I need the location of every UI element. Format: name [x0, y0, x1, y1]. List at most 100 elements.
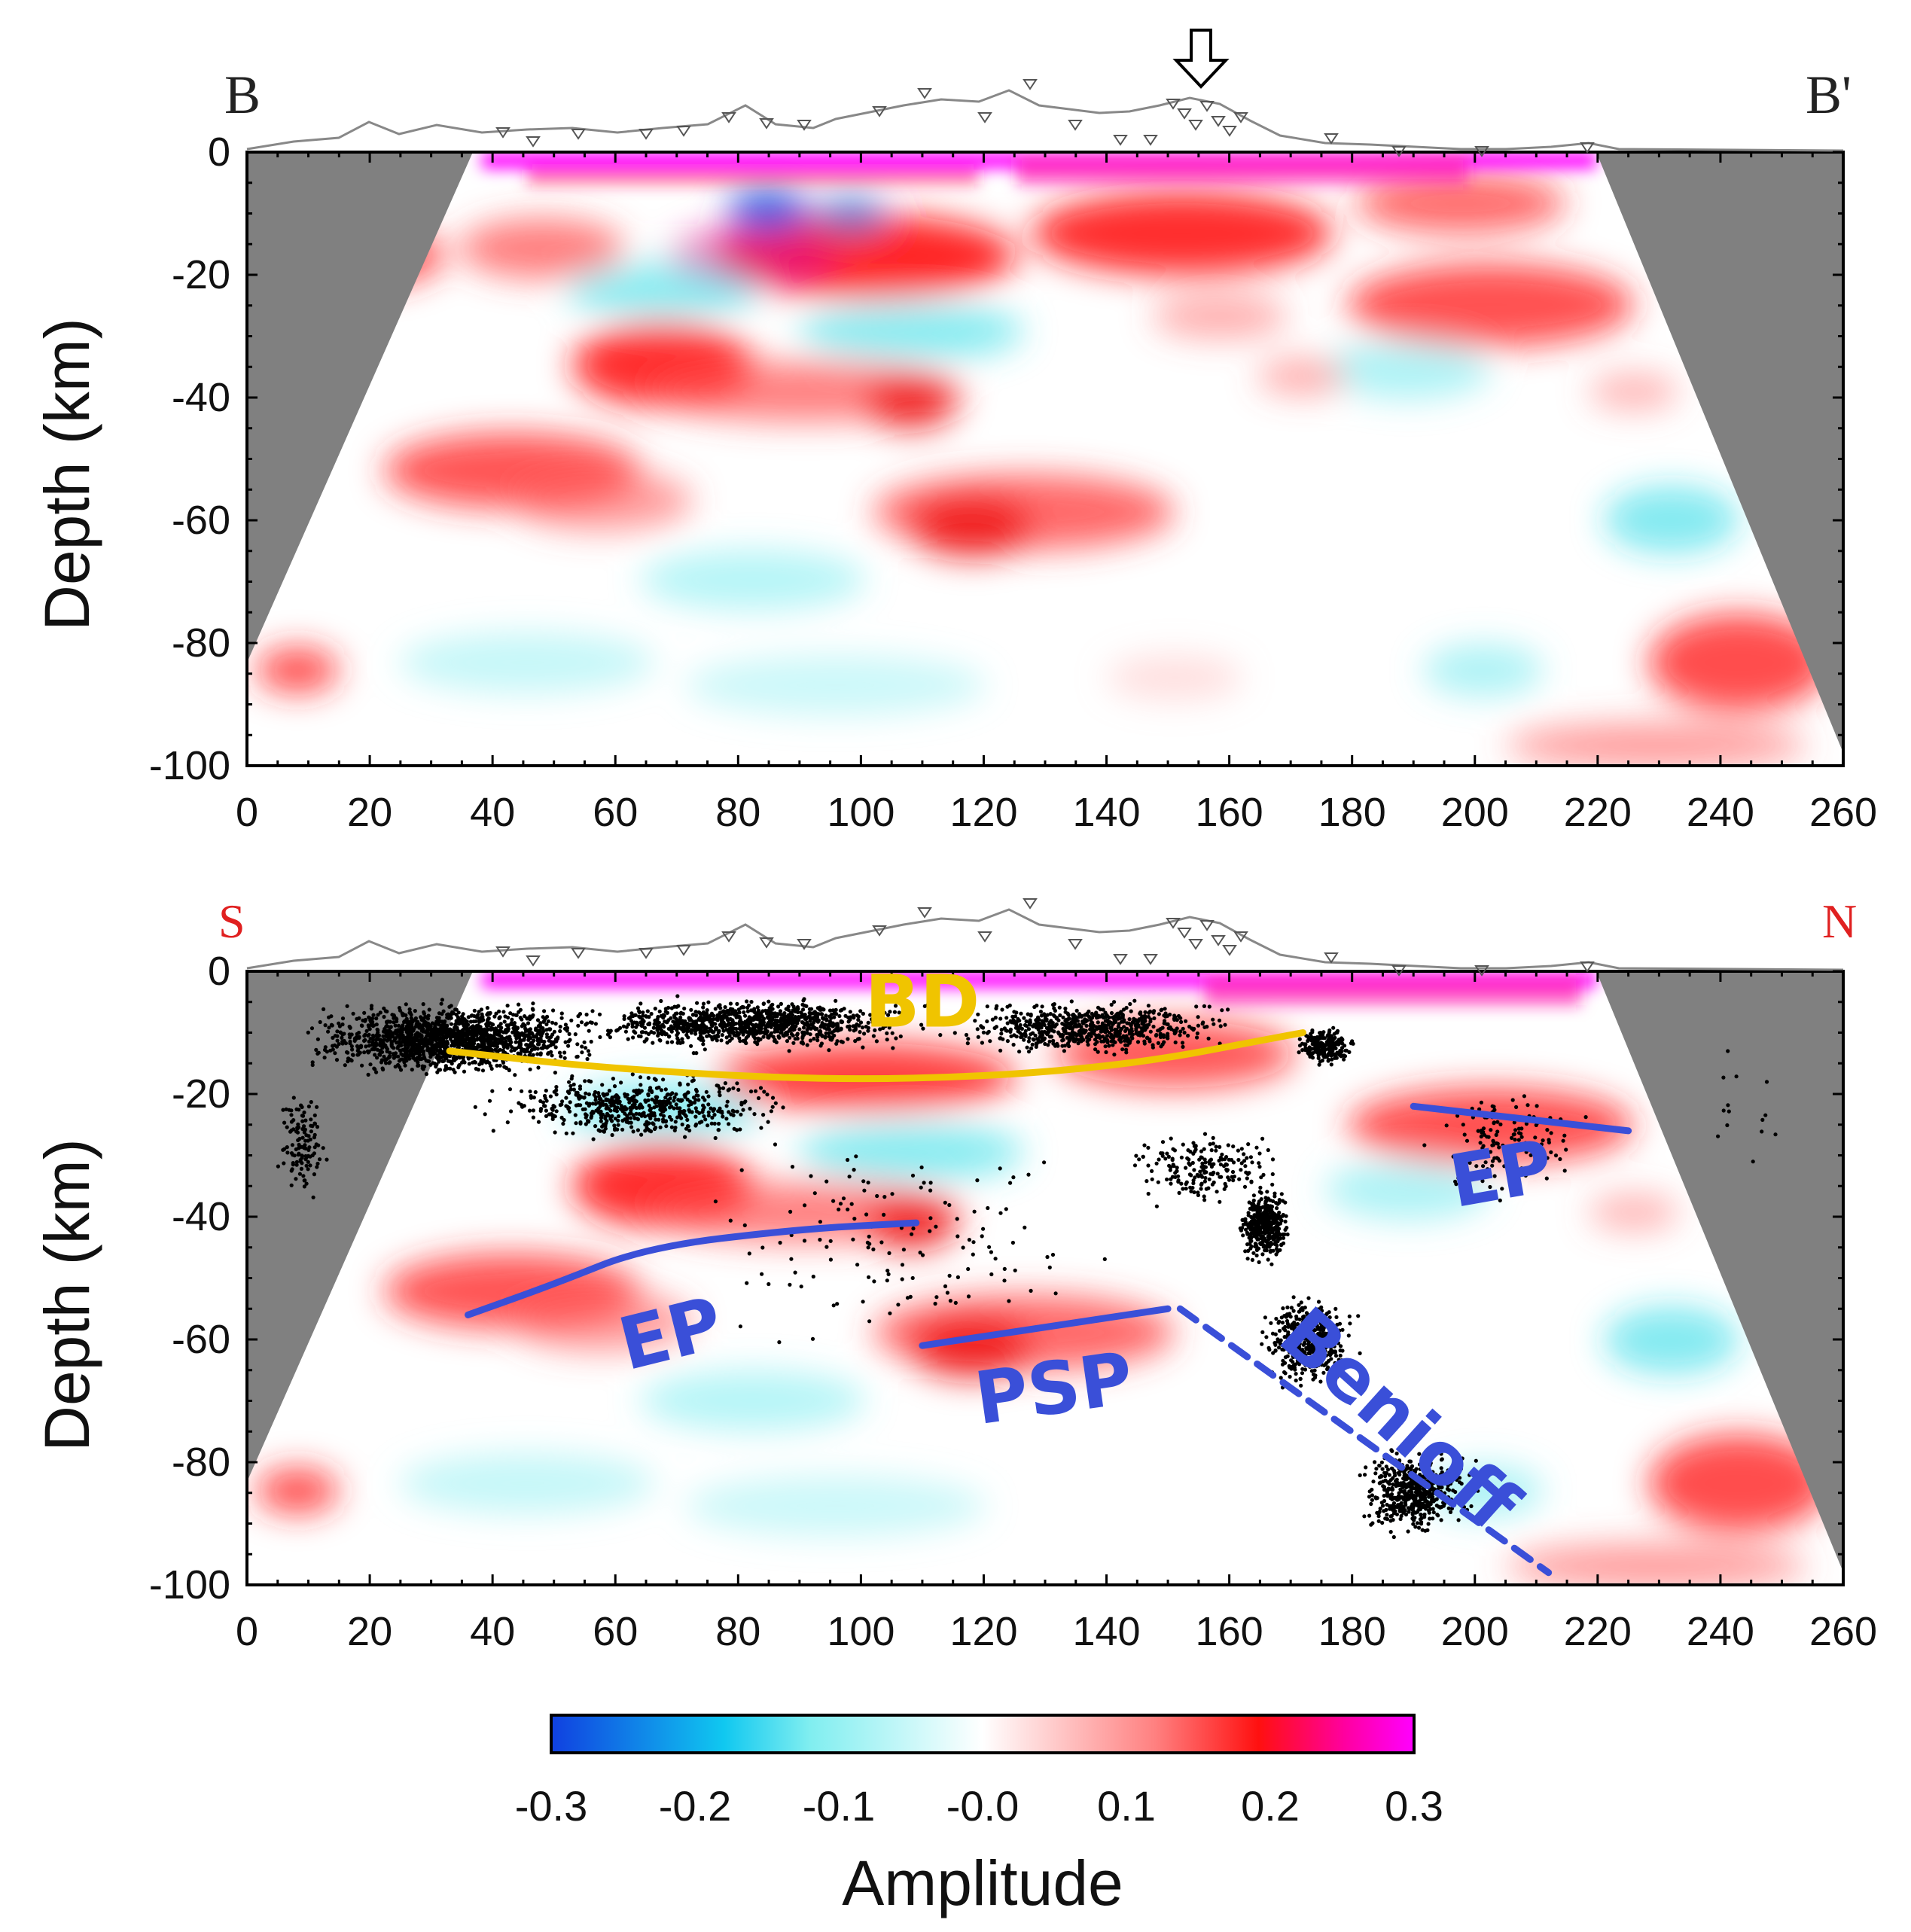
- hypocentre: [596, 1128, 601, 1132]
- hypocentre: [846, 1019, 851, 1024]
- hypocentre: [761, 1113, 766, 1117]
- hypocentre: [440, 998, 445, 1002]
- hypocentre: [1309, 1047, 1315, 1051]
- hypocentre: [568, 1100, 572, 1105]
- hypocentre: [1027, 1036, 1032, 1041]
- hypocentre: [1074, 1008, 1079, 1013]
- hypocentre: [706, 1094, 711, 1099]
- hypocentre: [1239, 1228, 1244, 1233]
- hypocentre: [749, 1016, 754, 1021]
- hypocentre: [645, 1120, 649, 1124]
- hypocentre: [699, 1028, 704, 1032]
- hypocentre: [1271, 1214, 1276, 1219]
- hypocentre: [382, 1014, 386, 1019]
- hypocentre: [758, 1086, 763, 1090]
- hypocentre: [740, 1025, 745, 1029]
- hypocentre: [635, 1006, 641, 1010]
- hypocentre: [693, 1010, 698, 1014]
- hypocentre: [1254, 1236, 1259, 1240]
- hypocentre: [535, 1047, 540, 1051]
- hypocentre: [554, 1088, 559, 1092]
- hypocentre: [404, 1030, 410, 1035]
- hypocentre: [687, 1016, 693, 1021]
- hypocentre: [843, 1013, 848, 1018]
- hypocentre: [725, 1099, 730, 1104]
- hypocentre: [485, 1028, 490, 1032]
- hypocentre: [1124, 1047, 1129, 1052]
- hypocentre: [1051, 1013, 1056, 1017]
- hypocentre: [543, 1016, 547, 1021]
- hypocentre: [659, 1088, 664, 1092]
- hypocentre: [525, 1049, 529, 1053]
- hypocentre: [559, 1011, 564, 1016]
- hypocentre: [1112, 1053, 1117, 1057]
- hypocentre: [1259, 1197, 1263, 1202]
- hypocentre: [1132, 1016, 1136, 1021]
- x-tick-label: 260: [1809, 790, 1877, 835]
- hypocentre: [386, 1033, 390, 1038]
- hypocentre: [1129, 1026, 1134, 1032]
- hypocentre: [458, 1017, 463, 1022]
- hypocentre: [632, 1098, 637, 1102]
- hypocentre: [739, 1005, 744, 1010]
- hypocentre: [593, 1098, 598, 1102]
- hypocentre: [554, 1039, 559, 1044]
- hypocentre: [645, 1009, 650, 1013]
- hypocentre: [1080, 1028, 1084, 1033]
- hypocentre: [1275, 1231, 1279, 1236]
- hypocentre: [657, 1102, 662, 1107]
- hypocentre: [673, 1120, 678, 1124]
- hypocentre: [1108, 1031, 1112, 1035]
- hypocentre: [1332, 1032, 1336, 1036]
- hypocentre: [433, 1025, 437, 1030]
- hypocentre: [760, 1014, 764, 1019]
- hypocentre: [513, 1073, 517, 1077]
- hypocentre: [691, 1051, 696, 1056]
- hypocentre: [483, 1038, 489, 1042]
- panel-bottom: S N Depth (km) 0 20 40 60 80 100 120 140 160 180 2…: [32, 894, 1877, 1654]
- hypocentre: [782, 1016, 787, 1020]
- hypocentre: [441, 1009, 446, 1013]
- hypocentre: [580, 1044, 584, 1049]
- hypocentre: [1127, 1017, 1132, 1022]
- hypocentre: [619, 1080, 623, 1085]
- hypocentre: [563, 1040, 568, 1044]
- hypocentre: [831, 1008, 835, 1013]
- hypocentre: [393, 1051, 398, 1056]
- hypocentre: [629, 1120, 633, 1125]
- hypocentre: [652, 1114, 657, 1118]
- hypocentre: [675, 994, 680, 998]
- hypocentre: [585, 1021, 590, 1025]
- hypocentre: [1195, 1035, 1199, 1040]
- hypocentre: [434, 1065, 438, 1069]
- hypocentre: [736, 1087, 741, 1092]
- hypocentre: [371, 1035, 376, 1039]
- hypocentre: [1146, 1004, 1151, 1008]
- hypocentre: [641, 1030, 645, 1035]
- x-tick-label: 180: [1318, 790, 1386, 835]
- hypocentre: [558, 1028, 562, 1034]
- hypocentre: [835, 1022, 840, 1026]
- x-tick-label: 60: [593, 790, 638, 835]
- hypocentre: [487, 1099, 492, 1103]
- hypocentre: [413, 1032, 418, 1037]
- hypocentre: [938, 1033, 943, 1038]
- hypocentre: [815, 1018, 819, 1022]
- hypocentre: [1291, 1309, 1296, 1313]
- hypocentre: [583, 1107, 587, 1111]
- hypocentre: [1020, 1035, 1024, 1039]
- hypocentre: [410, 1068, 414, 1072]
- hypocentre: [1271, 1199, 1276, 1203]
- hypocentre: [1166, 1026, 1171, 1031]
- hypocentre: [1083, 1017, 1087, 1022]
- hypocentre: [1128, 1001, 1132, 1007]
- hypocentre: [453, 1070, 457, 1074]
- hypocentre: [830, 1030, 834, 1035]
- hypocentre: [460, 1014, 465, 1019]
- hypocentre: [481, 1033, 486, 1038]
- hypocentre: [368, 1062, 373, 1067]
- hypocentre: [827, 1048, 831, 1053]
- hypocentre: [1263, 1315, 1267, 1320]
- hypocentre: [1178, 1016, 1183, 1020]
